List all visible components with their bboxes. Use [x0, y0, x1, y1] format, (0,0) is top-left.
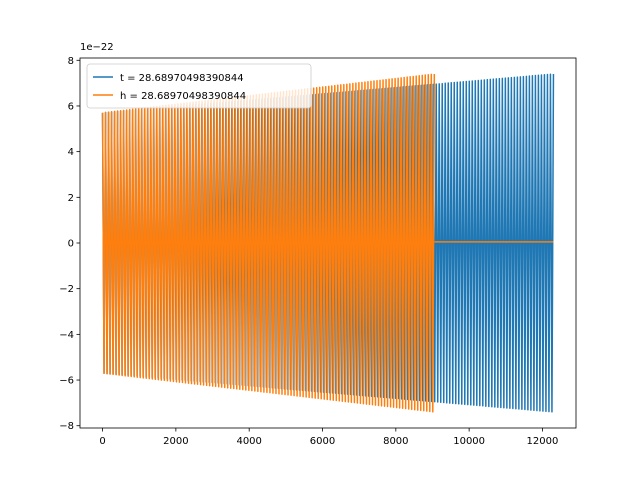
- y-tick-label: 6: [68, 101, 74, 112]
- legend-box: [86, 63, 312, 109]
- y-tick-label: −6: [59, 376, 74, 387]
- x-tick-label: 0: [99, 436, 105, 447]
- y-tick-label: 4: [68, 147, 74, 158]
- x-tick-label: 10000: [453, 436, 485, 447]
- legend-label-0: t = 28.68970498390844: [120, 73, 244, 84]
- y-axis-ticks: −8 −6 −4 −2 0 2 4 6 8: [59, 56, 80, 432]
- x-tick-label: 4000: [236, 436, 261, 447]
- legend-label-1: h = 28.68970498390844: [120, 91, 246, 102]
- y-tick-label: 0: [68, 239, 74, 250]
- x-tick-label: 6000: [310, 436, 335, 447]
- x-tick-label: 2000: [163, 436, 188, 447]
- y-tick-label: −8: [59, 421, 74, 432]
- x-axis-ticks: 0 2000 4000 6000 8000 10000 12000: [99, 428, 558, 447]
- y-tick-label: 8: [68, 56, 74, 67]
- y-tick-label: −4: [59, 330, 74, 341]
- y-offset-label: 1e−22: [80, 42, 114, 53]
- x-tick-label: 12000: [527, 436, 559, 447]
- legend: t = 28.68970498390844 h = 28.689704983908…: [86, 63, 312, 109]
- y-tick-label: 2: [68, 193, 74, 204]
- y-tick-label: −2: [59, 284, 74, 295]
- x-tick-label: 8000: [383, 436, 408, 447]
